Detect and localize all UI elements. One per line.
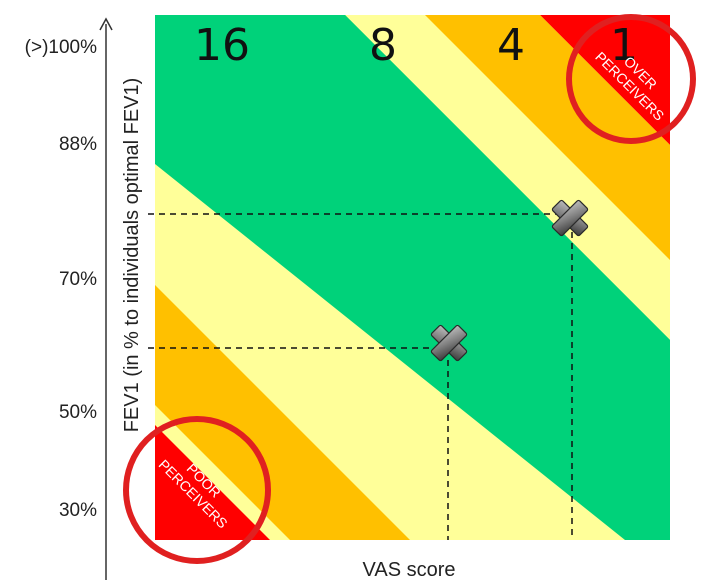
cross-bar [430, 324, 468, 362]
zone-label-1: 1 [610, 20, 638, 71]
cross-marker-a [430, 324, 468, 362]
zone-bands [155, 15, 670, 540]
cross-bar [551, 199, 589, 237]
y-tick-88: 88% [59, 134, 97, 155]
y-axis-arrow-icon [99, 17, 113, 31]
over-perceivers-circle [566, 14, 696, 144]
y-tick-70: 70% [59, 269, 97, 290]
cross-marker-b [551, 199, 589, 237]
x-axis-title: VAS score [363, 559, 456, 580]
axes [99, 17, 113, 580]
band-green-left [155, 15, 670, 540]
zone-label-4: 4 [497, 20, 525, 71]
zone-labels: 16 8 4 1 [194, 20, 638, 71]
band-red-bottom-left [155, 425, 270, 540]
band-orange-top-right [425, 15, 670, 260]
guide-lines [148, 213, 573, 540]
zone-label-8: 8 [369, 20, 397, 71]
y-tick-30: 30% [59, 500, 97, 521]
poor-perceivers-circle [123, 416, 271, 564]
y-axis-title: FEV1 (in % to individuals optimal FEV1) [121, 78, 143, 433]
y-ticks: (>)100% 88% 70% 50% 30% [25, 37, 97, 521]
y-tick-50: 50% [59, 402, 97, 423]
zone-label-16: 16 [194, 20, 250, 71]
y-tick-100: (>)100% [25, 37, 97, 58]
